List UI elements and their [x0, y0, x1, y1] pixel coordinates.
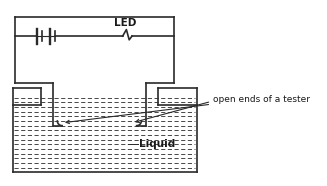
Text: Liquid: Liquid	[139, 139, 176, 149]
Text: LED: LED	[114, 18, 136, 28]
Text: open ends of a tester: open ends of a tester	[213, 95, 310, 104]
